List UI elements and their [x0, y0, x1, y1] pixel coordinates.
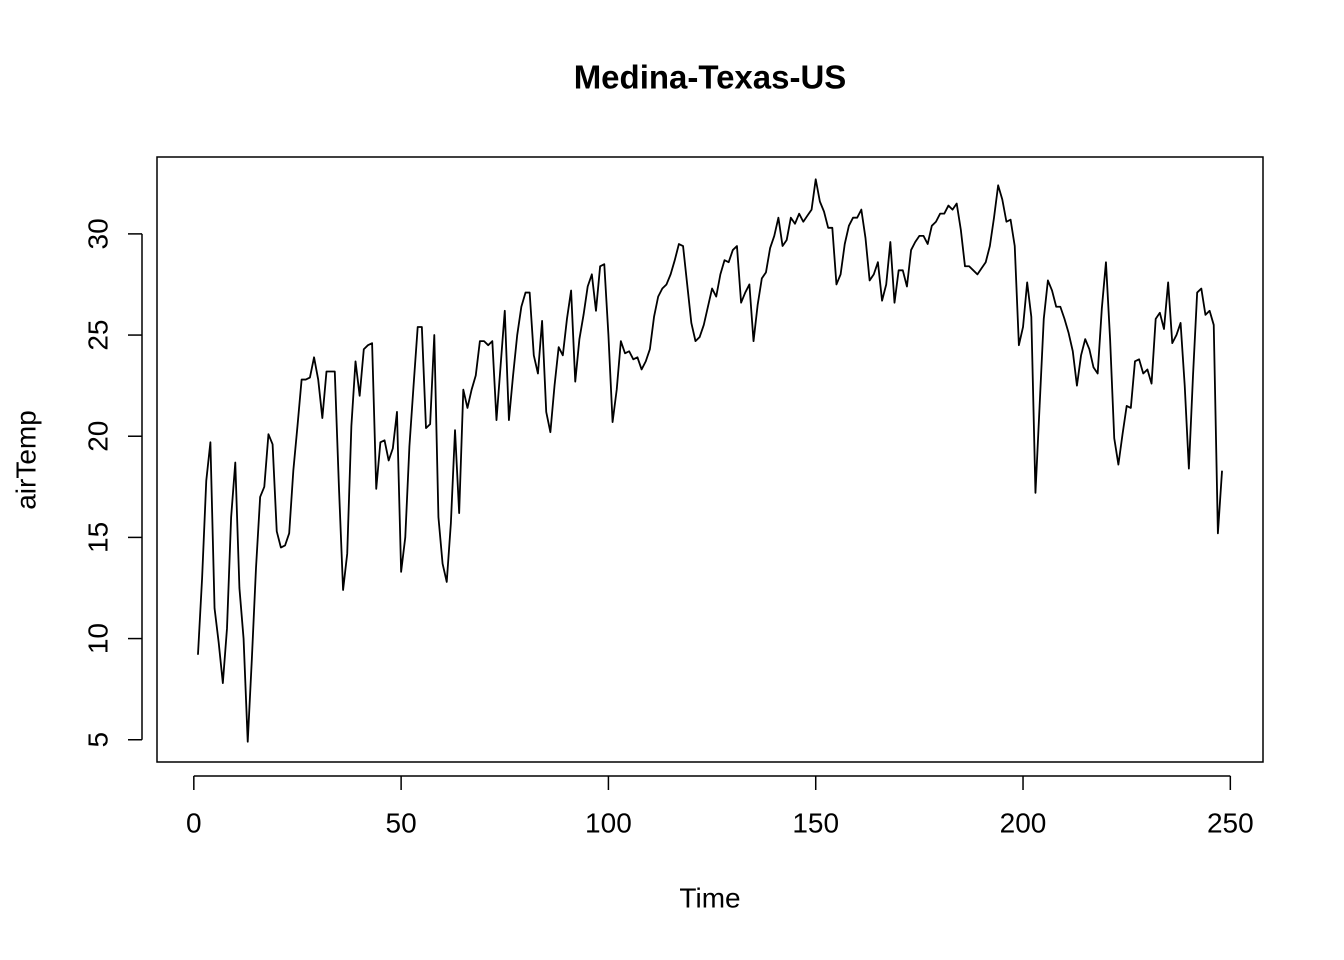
plot-box [156, 156, 1264, 763]
x-axis-label: Time [679, 882, 740, 913]
y-tick-label: 20 [82, 421, 113, 452]
x-tick-label: 250 [1207, 807, 1254, 838]
chart-title: Medina-Texas-US [574, 59, 847, 96]
y-tick-label: 25 [82, 319, 113, 350]
x-tick-label: 0 [186, 807, 202, 838]
data-line [197, 178, 1223, 743]
y-tick-label: 10 [82, 623, 113, 654]
x-tick-label: 200 [1000, 807, 1047, 838]
y-tick-label: 15 [82, 522, 113, 553]
y-tick-label: 30 [82, 218, 113, 249]
x-tick-label: 50 [386, 807, 417, 838]
y-axis-label: airTemp [10, 410, 41, 510]
x-tick-label: 100 [585, 807, 632, 838]
y-tick-label: 5 [82, 732, 113, 748]
x-tick-label: 150 [792, 807, 839, 838]
